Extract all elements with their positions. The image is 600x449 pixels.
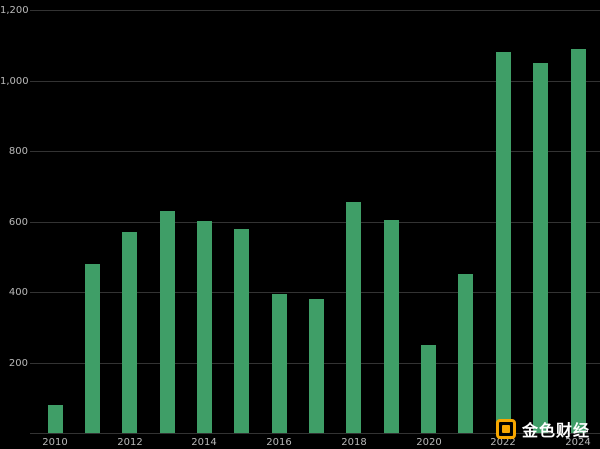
bar-2016 [272,294,287,433]
bar-2017 [309,299,324,433]
bar-2020 [421,345,436,433]
y-tick-label: 1,000 [0,76,29,87]
x-tick-label: 2014 [191,437,217,448]
bar-2023 [533,63,548,433]
x-tick-label: 2018 [341,437,367,448]
gridline-600 [30,222,600,223]
x-tick-label: 2024 [565,437,591,448]
bar-2011 [85,264,100,433]
bar-2021 [458,274,473,433]
x-tick-label: 2012 [117,437,143,448]
jinse-logo-icon [495,419,516,439]
bar-2024 [571,49,586,433]
gridline-400 [30,292,600,293]
x-tick-label: 2020 [416,437,442,448]
bar-2018 [346,202,361,433]
bar-2014 [197,221,212,433]
gridline-1200 [30,10,600,11]
bar-2013 [160,211,175,433]
x-tick-label: 2010 [42,437,68,448]
bar-2022 [496,52,511,433]
y-tick-label: 800 [8,146,28,157]
gridline-1000 [30,81,600,82]
bar-2012 [122,232,137,433]
bar-2010 [48,405,63,433]
y-tick-label: 1,200 [0,5,29,16]
y-tick-label: 400 [8,287,28,298]
bar-2015 [234,229,249,433]
watermark-text: 金色财经 [521,421,590,440]
watermark: 金色财经 [495,417,590,441]
gridline-800 [30,151,600,152]
bar-2019 [384,220,399,433]
x-tick-label: 2022 [490,437,516,448]
y-tick-label: 600 [8,217,28,228]
x-tick-label: 2016 [266,437,292,448]
y-tick-label: 200 [8,358,28,369]
gridline-0 [30,433,600,434]
